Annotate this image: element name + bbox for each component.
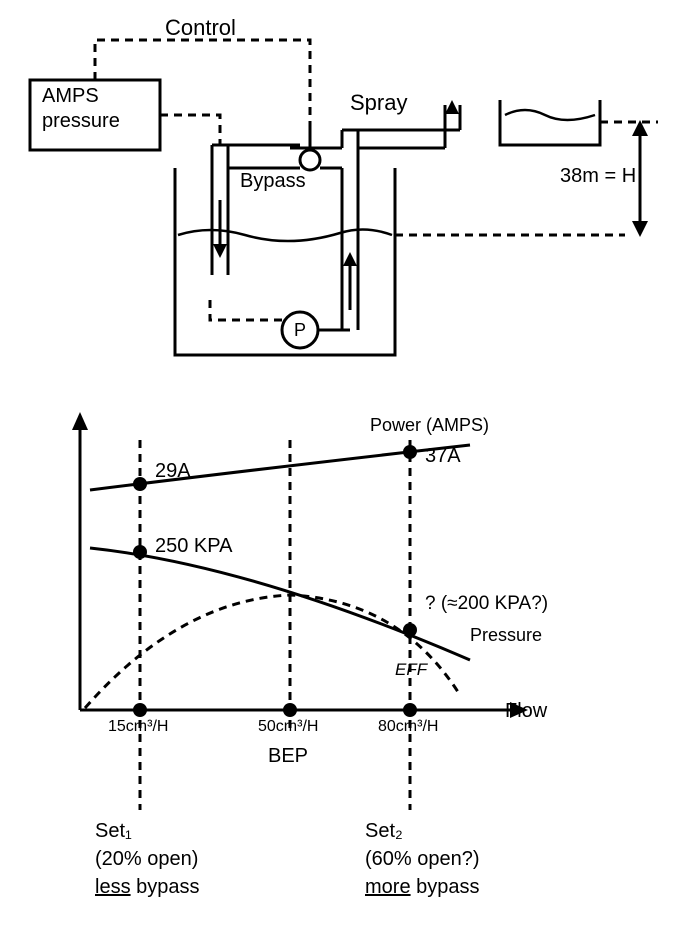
pressure-p2-label: ? (≈200 KPA?) [425,593,548,615]
set1-bypass-suffix: bypass [131,876,200,898]
amps-label-1: AMPS [42,85,99,108]
set2-bypass-prefix: more [365,876,411,898]
flow-axis-label: Flow [505,700,547,723]
set2-pct: (60% open?) [365,848,480,871]
set2-title: Set₂ [365,820,403,843]
power-p1-label: 29A [155,460,191,483]
bypass-label: Bypass [240,170,306,193]
pressure-p1-label: 250 KPA [155,535,232,558]
spray-label: Spray [350,90,407,116]
tick-1: 15cm³/H [108,718,168,736]
set2-bypass: more bypass [365,876,480,899]
schematic-group [30,40,658,355]
set1-title: Set₁ [95,820,132,843]
power-p2-label: 37A [425,445,461,468]
set2-bypass-suffix: bypass [411,876,480,898]
tick-2: 50cm³/H [258,718,318,736]
set1-bypass: less bypass [95,876,200,899]
pump-label: P [294,320,306,341]
set1-pct: (20% open) [95,848,198,871]
power-curve-label: Power (AMPS) [370,415,489,436]
pressure-curve-label: Pressure [470,625,542,646]
eff-curve-label: EFF [395,660,427,680]
height-label: 38m = H [560,165,636,188]
amps-label-2: pressure [42,110,120,133]
tick-3: 80cm³/H [378,718,438,736]
diagram-svg [0,0,700,937]
control-label: Control [165,15,236,41]
bep-label: BEP [268,745,308,768]
set1-bypass-prefix: less [95,876,131,898]
